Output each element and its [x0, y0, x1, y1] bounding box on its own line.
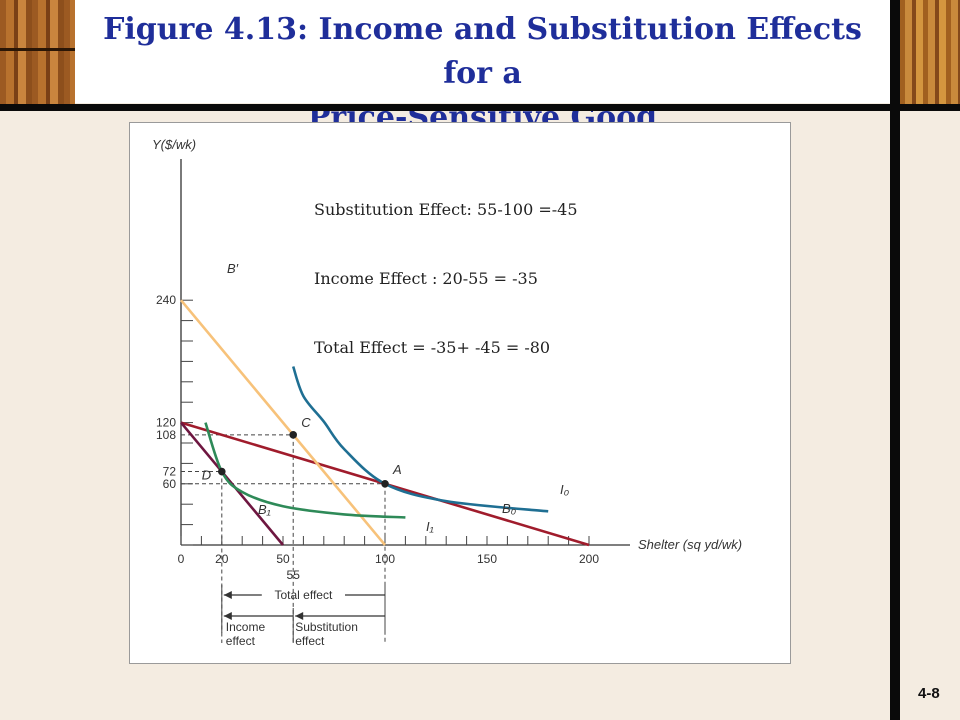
point-C — [289, 431, 297, 439]
header-divider — [0, 104, 960, 111]
substitution-effect-arrowhead — [295, 612, 304, 620]
title-line-1: Figure 4.13: Income and Substitution Eff… — [103, 12, 862, 91]
x-tick-label: 100 — [375, 552, 395, 566]
annotation-total: Total Effect = -35+ -45 = -80 — [314, 338, 551, 357]
point-A — [381, 480, 389, 488]
y-tick-label: 120 — [156, 416, 176, 430]
annotation-substitution: Substitution Effect: 55-100 =-45 — [314, 200, 578, 219]
slide-number: 4-8 — [918, 685, 940, 702]
substitution-effect-label: effect — [295, 634, 325, 648]
point-label: D — [202, 468, 211, 483]
y-tick-label: 108 — [156, 428, 176, 442]
x-tick-label: 50 — [276, 552, 290, 566]
series-line — [204, 422, 406, 519]
figure-panel: Y($/wk) Shelter (sq yd/wk) 60 72 108 120 240 0 2… — [129, 122, 791, 664]
point-D — [218, 467, 226, 476]
substitution-effect-label: Substitution — [295, 620, 358, 634]
title-panel — [75, 0, 890, 103]
income-effect-label: effect — [226, 634, 256, 648]
series-line — [180, 299, 386, 546]
series-label: B₁ — [258, 502, 271, 517]
x-tick-label: 150 — [477, 552, 497, 566]
series-label: B′ — [227, 261, 239, 276]
annotation-income: Income Effect : 20-55 = -35 — [314, 269, 538, 288]
point-label: C — [301, 415, 311, 430]
total-effect-arrowhead — [223, 591, 232, 599]
x-tick-label: 0 — [178, 552, 185, 566]
total-effect-label: Total effect — [274, 588, 332, 602]
series-label: I₁ — [426, 519, 434, 534]
y-axis-label: Y($/wk) — [152, 137, 196, 152]
vertical-divider — [890, 0, 900, 720]
series-line — [291, 366, 549, 513]
y-tick-label: 60 — [163, 477, 177, 491]
y-tick-label: 72 — [163, 465, 177, 479]
series-label: I₀ — [560, 482, 570, 497]
y-tick-label: 240 — [156, 293, 176, 307]
x-axis-label: Shelter (sq yd/wk) — [638, 537, 742, 552]
point-label: A — [392, 462, 402, 477]
wood-decoration-left — [0, 0, 75, 111]
x-tick-label: 200 — [579, 552, 599, 566]
series-label: B₀ — [502, 501, 517, 516]
wood-decoration-right — [900, 0, 960, 111]
income-effect-arrowhead — [223, 612, 232, 620]
income-effect-label: Income — [226, 620, 266, 634]
page-title: Figure 4.13: Income and Substitution Eff… — [75, 8, 890, 140]
effect-annotations: Substitution Effect: 55-100 =-45 Income … — [314, 152, 578, 382]
